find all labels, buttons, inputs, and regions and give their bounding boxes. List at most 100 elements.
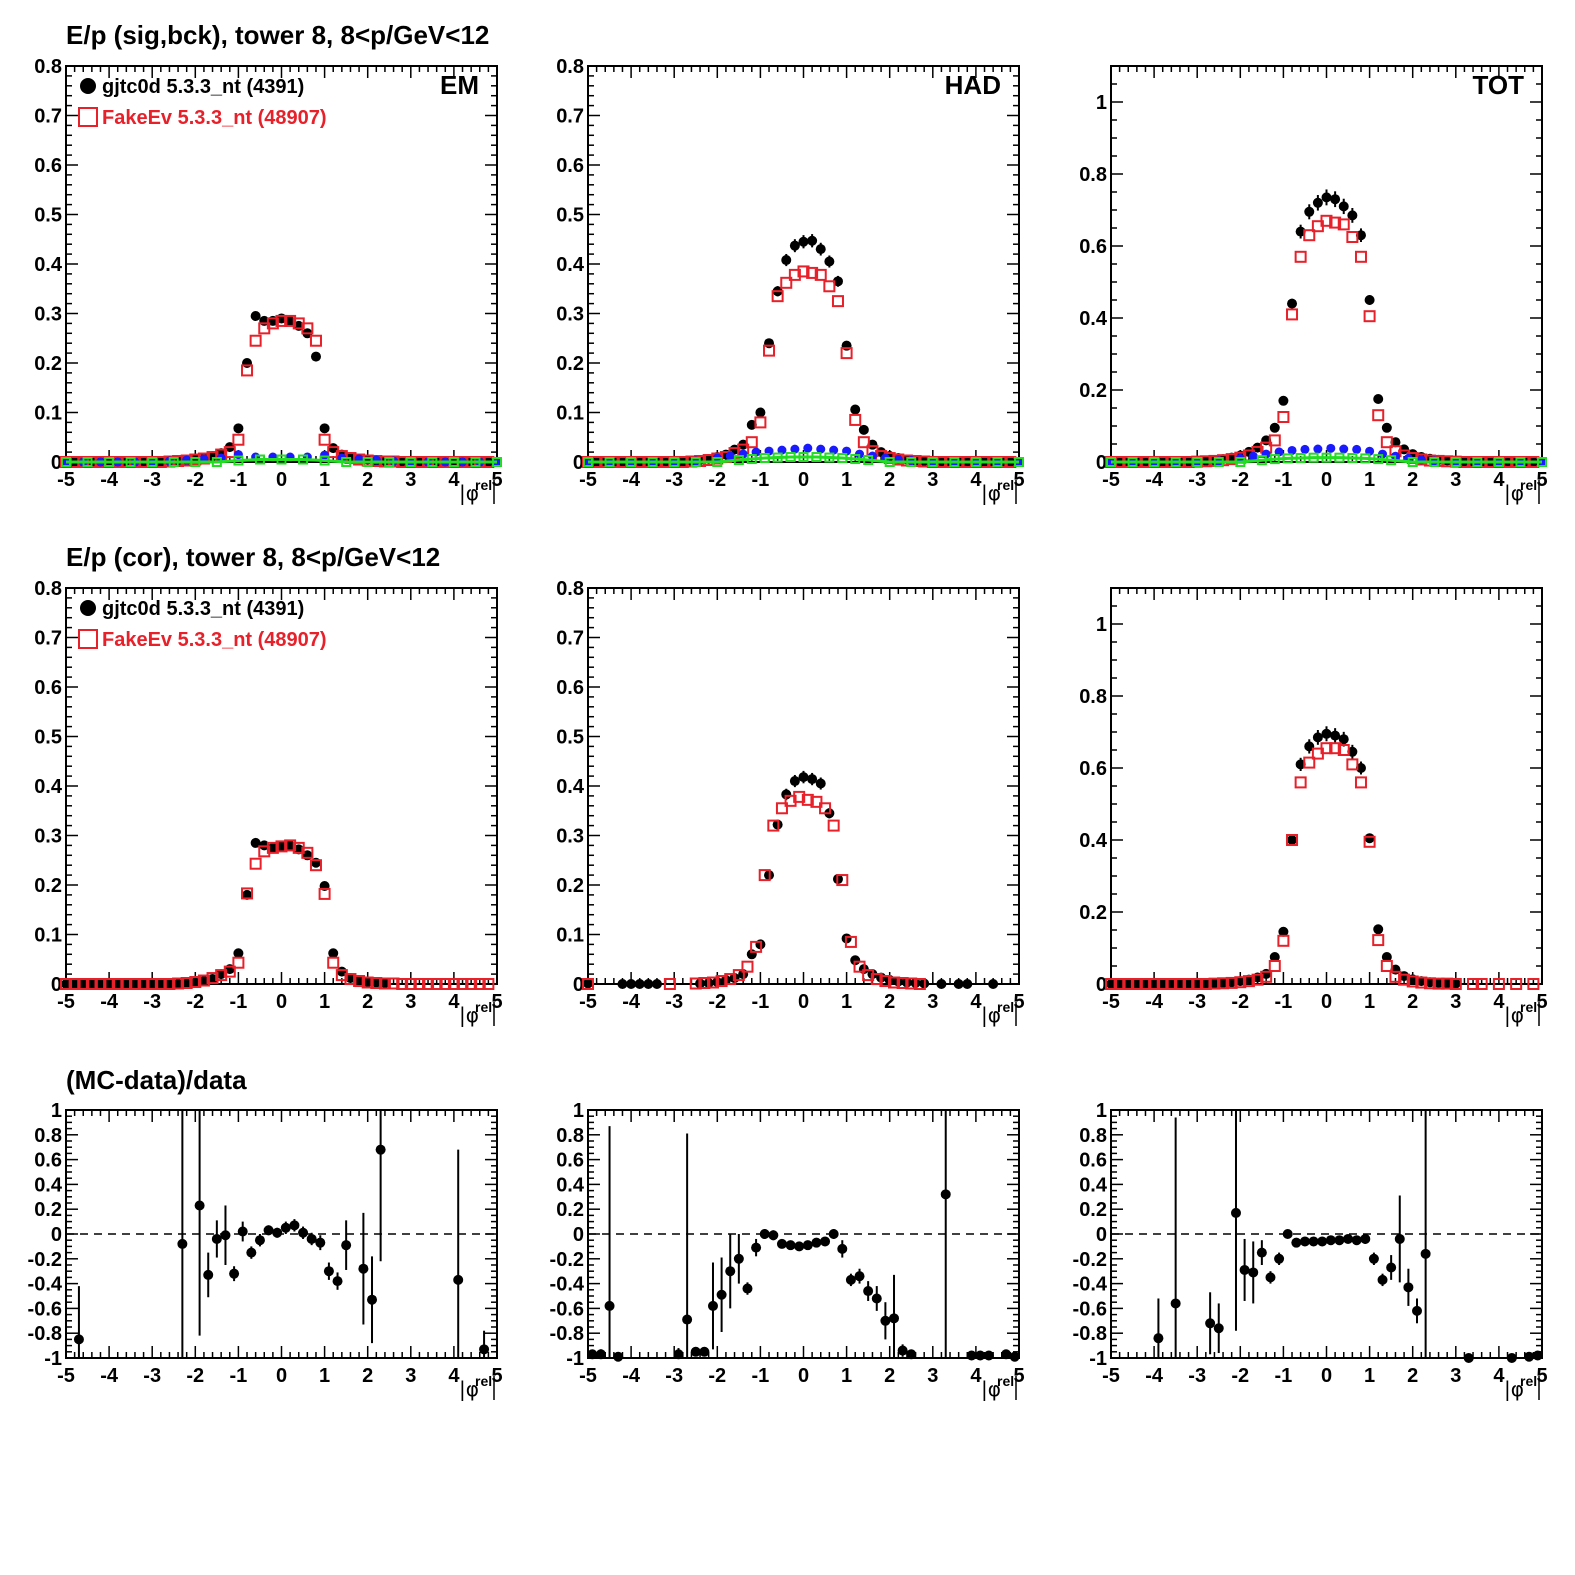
data-point bbox=[617, 979, 628, 989]
ratio-point bbox=[699, 1346, 710, 1357]
x-tick-label: 4 bbox=[970, 469, 982, 491]
x-axis-label-sup: rel bbox=[997, 999, 1014, 1015]
bck-data-point bbox=[1248, 451, 1258, 461]
data-point bbox=[86, 979, 97, 989]
bck-data-point bbox=[803, 443, 813, 453]
bck-mc-point bbox=[1235, 457, 1246, 467]
mc-point bbox=[1346, 231, 1359, 243]
ratio-point bbox=[837, 1243, 848, 1254]
ratio-point bbox=[358, 1263, 369, 1274]
bck-mc-point bbox=[824, 452, 835, 463]
data-point bbox=[1149, 979, 1160, 989]
mc-point bbox=[1329, 742, 1342, 755]
mc-point bbox=[120, 978, 133, 990]
ratio-point bbox=[323, 1266, 334, 1277]
y-tick-label: 0.2 bbox=[34, 875, 62, 897]
ratio-point bbox=[1403, 1282, 1414, 1293]
mc-point bbox=[888, 976, 901, 989]
x-tick-label: 5 bbox=[491, 991, 502, 1013]
y-tick-label: 1 bbox=[573, 1100, 584, 1122]
mc-point bbox=[241, 887, 254, 900]
y-tick-label: -1 bbox=[1089, 1348, 1107, 1370]
y-tick-label: 0.6 bbox=[556, 677, 584, 699]
y-tick-label: 0.3 bbox=[34, 304, 62, 326]
x-tick-label: 1 bbox=[841, 469, 852, 491]
mc-point bbox=[913, 978, 926, 990]
mc-point bbox=[258, 845, 271, 858]
x-tick-label: -1 bbox=[1275, 991, 1293, 1013]
y-tick-label: -0.6 bbox=[550, 1298, 584, 1320]
mc-point bbox=[758, 869, 771, 882]
data-point bbox=[121, 979, 132, 989]
ratio-point bbox=[194, 1200, 205, 1211]
ratio-point bbox=[1299, 1236, 1310, 1247]
ratio-point bbox=[1412, 1305, 1423, 1316]
data-point bbox=[1209, 978, 1220, 989]
ratio-point bbox=[871, 1293, 882, 1304]
mc-point bbox=[103, 978, 116, 990]
data-point bbox=[293, 844, 304, 855]
bck-data-point bbox=[725, 451, 735, 461]
ratio-point bbox=[1377, 1274, 1388, 1285]
ratio-point bbox=[1205, 1318, 1216, 1329]
bck-mc-point bbox=[906, 457, 917, 467]
bck-mc-point bbox=[970, 457, 981, 467]
mc-point bbox=[689, 977, 702, 990]
mc-point bbox=[473, 978, 486, 990]
x-tick-label: 2 bbox=[884, 991, 895, 1013]
x-tick-label: -2 bbox=[186, 1365, 204, 1387]
mc-point bbox=[68, 978, 81, 990]
ratio-point bbox=[690, 1346, 701, 1357]
mc-point bbox=[745, 436, 758, 449]
ratio-point bbox=[604, 1300, 615, 1311]
y-tick-label: 0.5 bbox=[34, 727, 62, 749]
data-point bbox=[1226, 977, 1237, 988]
ratio-point bbox=[880, 1315, 891, 1326]
x-tick-label: -5 bbox=[1102, 1365, 1120, 1387]
y-tick-label: 0.6 bbox=[34, 155, 62, 177]
x-tick-label: -5 bbox=[57, 991, 75, 1013]
mc-point bbox=[465, 978, 478, 990]
data-point bbox=[583, 978, 593, 989]
mc-point bbox=[1268, 960, 1281, 972]
data-point bbox=[832, 276, 843, 287]
x-tick-label: -3 bbox=[665, 469, 683, 491]
data-point bbox=[129, 979, 140, 989]
mc-point bbox=[327, 446, 340, 459]
mc-point bbox=[266, 841, 279, 854]
x-tick-label: -3 bbox=[1188, 991, 1206, 1013]
data-point bbox=[95, 979, 106, 989]
mc-point bbox=[353, 975, 366, 988]
y-tick-label: 0.7 bbox=[34, 106, 62, 128]
x-tick-label: -4 bbox=[100, 469, 119, 491]
ratio-point bbox=[983, 1350, 994, 1361]
bck-mc-point bbox=[1429, 457, 1440, 467]
ratio-point bbox=[1248, 1267, 1259, 1278]
x-axis-label: |φ bbox=[459, 481, 479, 505]
mc-point bbox=[754, 416, 767, 429]
x-tick-label: 5 bbox=[1536, 469, 1547, 491]
data-point bbox=[798, 236, 809, 247]
bck-mc-point bbox=[405, 457, 416, 467]
data-point bbox=[1174, 979, 1185, 989]
x-tick-label: 2 bbox=[1407, 469, 1418, 491]
mc-point bbox=[1389, 970, 1402, 983]
x-tick-label: 2 bbox=[1407, 991, 1418, 1013]
data-point bbox=[345, 973, 356, 984]
x-tick-label: -1 bbox=[230, 991, 248, 1013]
x-tick-label: 0 bbox=[798, 991, 809, 1013]
data-point bbox=[1269, 422, 1280, 433]
bck-mc-point bbox=[1213, 457, 1224, 467]
data-point bbox=[1347, 746, 1358, 757]
x-tick-label: 0 bbox=[276, 1365, 287, 1387]
y-tick-label: 0.1 bbox=[556, 925, 584, 947]
data-point bbox=[138, 979, 149, 989]
data-point bbox=[285, 315, 296, 326]
mc-point bbox=[1303, 229, 1316, 242]
y-tick-label: 0.5 bbox=[556, 727, 584, 749]
x-tick-label: 4 bbox=[1493, 469, 1505, 491]
legend-data-label: gjtc0d 5.3.3_nt (4391) bbox=[102, 76, 304, 98]
ratio-point bbox=[1325, 1235, 1336, 1246]
